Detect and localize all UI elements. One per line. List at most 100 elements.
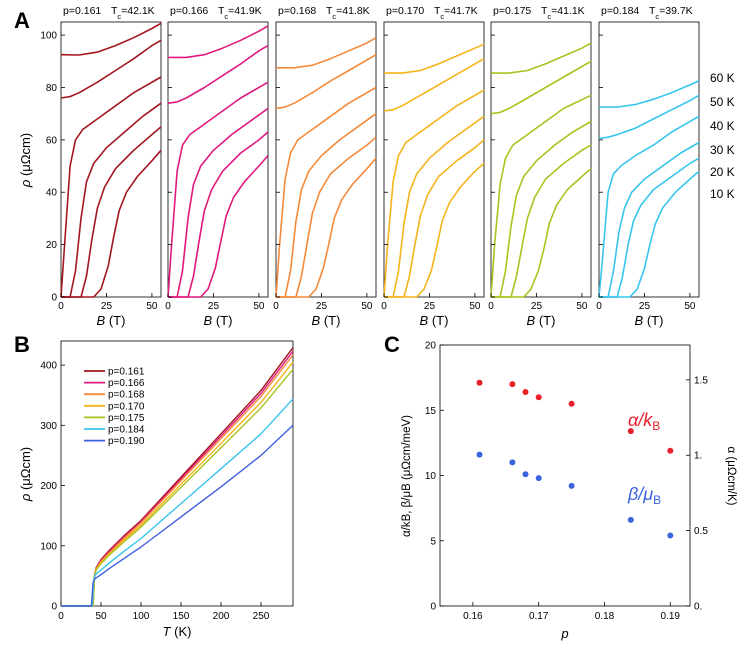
curve-20K <box>276 136 377 298</box>
x-tick-label: 25 <box>424 301 436 312</box>
panel-letter-b: B <box>14 332 30 357</box>
y-tick-label: 200 <box>40 481 57 492</box>
x-tick-label: 0.17 <box>529 611 549 622</box>
data-point-beta <box>522 471 529 478</box>
curve-60K <box>599 80 700 108</box>
y-tick-label: 15 <box>425 406 437 417</box>
subpanel-label-tc: Tc=41.9K <box>218 5 262 21</box>
subpanel-frame <box>167 21 269 298</box>
subpanel-label-p: p=0.166 <box>170 5 208 17</box>
y-tick-label: 5 <box>430 536 436 547</box>
x-tick-label: 200 <box>213 611 230 622</box>
x-axis-label: p <box>560 626 568 641</box>
x-tick-label: 0.16 <box>463 611 483 622</box>
curve-10K <box>61 149 162 298</box>
curve-40K <box>60 76 162 298</box>
x-tick-label: 150 <box>173 611 190 622</box>
data-point-beta <box>627 516 634 523</box>
legend-label: p=0.168 <box>108 390 145 401</box>
y-tick-label: 400 <box>40 361 57 372</box>
curve-60K <box>60 22 162 56</box>
legend-label: p=0.161 <box>108 367 145 378</box>
x-axis-label: B (T) <box>312 313 341 328</box>
x-tick-label: 0 <box>273 301 279 312</box>
temperature-label: 40 K <box>710 119 735 133</box>
data-point-beta <box>476 451 483 458</box>
plot-frame <box>60 340 294 607</box>
data-point-beta <box>667 532 674 539</box>
curve-30K <box>61 102 162 298</box>
subpanel-2: p=0.166 Tc=41.9K 0 25 50 B (T) <box>165 5 269 328</box>
subpanel-label-tc: Tc=41.1K <box>541 5 585 21</box>
curve-40K <box>598 115 700 298</box>
y-right-tick-label: 0. <box>694 602 702 613</box>
curve-10K <box>168 155 269 298</box>
subpanel-label-p: p=0.184 <box>601 5 639 17</box>
subpanel-1: p=0.161 Tc=42.1K 0 25 50 0 20 40 60 80 100 B (T) <box>40 5 162 328</box>
subpanel-label-tc: Tc=41.8K <box>326 5 370 21</box>
subpanel-frame <box>60 21 162 298</box>
curve-40K <box>383 89 485 298</box>
x-axis-label: B (T) <box>97 313 126 328</box>
curve-40K <box>275 86 377 298</box>
subpanel-label-tc: Tc=42.1K <box>111 5 155 21</box>
y-tick-label: 0 <box>51 293 57 304</box>
panel-b: 0 50 100 150 200 2500100200300400p=0.161p=0.1… <box>18 340 294 639</box>
curve-30K <box>384 115 485 298</box>
subpanel-label-tc: Tc=39.7K <box>649 5 693 21</box>
x-tick-label: 50 <box>146 301 158 312</box>
x-tick-label: 0 <box>381 301 387 312</box>
curve-60K <box>491 42 592 74</box>
curve-50K <box>167 44 269 104</box>
data-point-alpha <box>627 428 634 435</box>
subpanel-label-p: p=0.175 <box>493 5 531 17</box>
y-tick-label: 40 <box>46 188 58 199</box>
y-tick-label: 0 <box>430 602 436 613</box>
data-point-alpha <box>522 389 529 395</box>
x-axis-label: T (K) <box>163 624 192 639</box>
y-tick-label: 100 <box>40 541 57 552</box>
subpanel-3: p=0.168 Tc=41.8K 0 25 50 B (T) <box>273 5 377 328</box>
data-point-alpha <box>476 379 483 386</box>
data-point-alpha <box>535 394 542 401</box>
curve-50K <box>60 39 162 99</box>
data-point-alpha <box>568 400 575 407</box>
data-point-beta <box>568 482 575 489</box>
curve-30K <box>491 120 592 298</box>
y-axis-label: ρ (μΩcm) <box>18 447 33 502</box>
series-line-p0.166 <box>61 350 294 607</box>
curve-50K <box>598 94 700 140</box>
subpanel-frame <box>490 21 592 298</box>
x-axis-label: B (T) <box>420 313 449 328</box>
curve-40K <box>167 81 269 298</box>
x-tick-label: 0 <box>165 301 171 312</box>
curve-30K <box>168 107 269 298</box>
curve-20K <box>168 131 269 298</box>
subpanel-frame <box>598 21 700 298</box>
y-axis-label: ρ (μΩcm) <box>18 133 33 188</box>
curve-50K <box>490 60 592 115</box>
curve-30K <box>276 113 377 298</box>
y-right-tick-label: 1. <box>694 451 702 462</box>
series-line-p0.190 <box>61 424 294 607</box>
y-tick-label: 20 <box>425 341 437 352</box>
subpanel-6: p=0.184 Tc=39.7K 0 25 50 B (T) <box>596 5 700 328</box>
curve-60K <box>276 37 377 69</box>
x-tick-label: 25 <box>101 301 113 312</box>
legend-label: p=0.166 <box>108 378 145 389</box>
y-right-tick-label: 1.5 <box>694 375 708 386</box>
x-tick-label: 0.19 <box>661 611 681 622</box>
y-tick-label: 10 <box>425 471 437 482</box>
data-point-beta <box>509 459 516 466</box>
y-right-tick-label: 0.5 <box>694 526 708 537</box>
series-label-alpha: α/kB <box>628 410 660 433</box>
x-tick-label: 50 <box>361 301 373 312</box>
subpanel-label-p: p=0.161 <box>63 5 101 17</box>
curve-40K <box>490 94 592 298</box>
curve-20K <box>599 157 700 298</box>
x-tick-label: 50 <box>253 301 265 312</box>
legend-label: p=0.175 <box>108 413 145 424</box>
subpanel-label-tc: Tc=41.7K <box>434 5 478 21</box>
panel-c: 0.16 0.17 0.18 0.19 0 5 10 15 20 0. 0.5 1. 1.5 α/kB β/… <box>401 341 737 642</box>
curve-50K <box>383 58 485 112</box>
